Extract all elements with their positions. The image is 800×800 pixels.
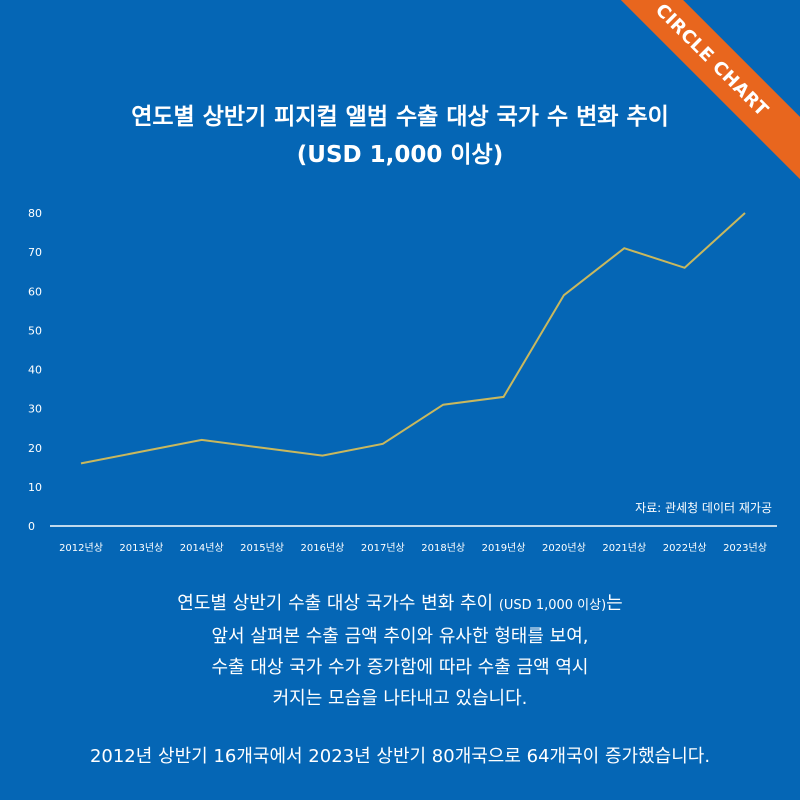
x-tick-label: 2014년상	[180, 542, 224, 554]
x-tick-label: 2019년상	[482, 542, 526, 554]
desc-line2: 앞서 살펴본 수출 금액 추이와 유사한 형태를 보여,	[211, 626, 589, 647]
y-tick-label: 0	[28, 520, 35, 533]
y-tick-label: 70	[28, 246, 42, 259]
y-tick-label: 20	[28, 442, 42, 455]
desc-line3: 수출 대상 국가 수가 증가함에 따라 수출 금액 역시	[211, 657, 589, 678]
y-tick-label: 10	[28, 481, 42, 494]
x-tick-label: 2016년상	[301, 542, 345, 554]
desc-line1: 연도별 상반기 수출 대상 국가수 변화 추이	[177, 593, 499, 614]
desc-line1-end: 는	[606, 593, 623, 614]
source-note: 자료: 관세청 데이터 재가공	[635, 501, 772, 515]
x-tick-label: 2021년상	[602, 542, 646, 554]
x-tick-label: 2023년상	[723, 542, 767, 554]
x-tick-label: 2022년상	[663, 542, 707, 554]
y-tick-label: 80	[28, 207, 42, 220]
x-tick-label: 2018년상	[421, 542, 465, 554]
series-line	[80, 212, 746, 465]
chart-title-block: 연도별 상반기 피지컬 앨범 수출 대상 국가 수 변화 추이 (USD 1,0…	[0, 98, 800, 174]
chart-subtitle: (USD 1,000 이상)	[296, 142, 504, 168]
x-tick-label: 2013년상	[119, 542, 163, 554]
y-tick-label: 50	[28, 324, 42, 337]
summary: 2012년 상반기 16개국에서 2023년 상반기 80개국으로 64개국이 …	[89, 746, 711, 767]
chart-title: 연도별 상반기 피지컬 앨범 수출 대상 국가 수 변화 추이	[131, 104, 669, 130]
desc-line1-small: (USD 1,000 이상)	[498, 598, 607, 613]
x-tick-label: 2012년상	[59, 542, 103, 554]
x-tick-label: 2015년상	[240, 542, 284, 554]
y-tick-label: 40	[28, 364, 42, 377]
x-tick-label: 2017년상	[361, 542, 405, 554]
description: 연도별 상반기 수출 대상 국가수 변화 추이 (USD 1,000 이상)는 …	[0, 588, 800, 714]
y-tick-label: 60	[28, 285, 42, 298]
x-tick-label: 2020년상	[542, 542, 586, 554]
desc-line4: 커지는 모습을 나타내고 있습니다.	[272, 688, 528, 709]
y-tick-label: 30	[28, 403, 42, 416]
